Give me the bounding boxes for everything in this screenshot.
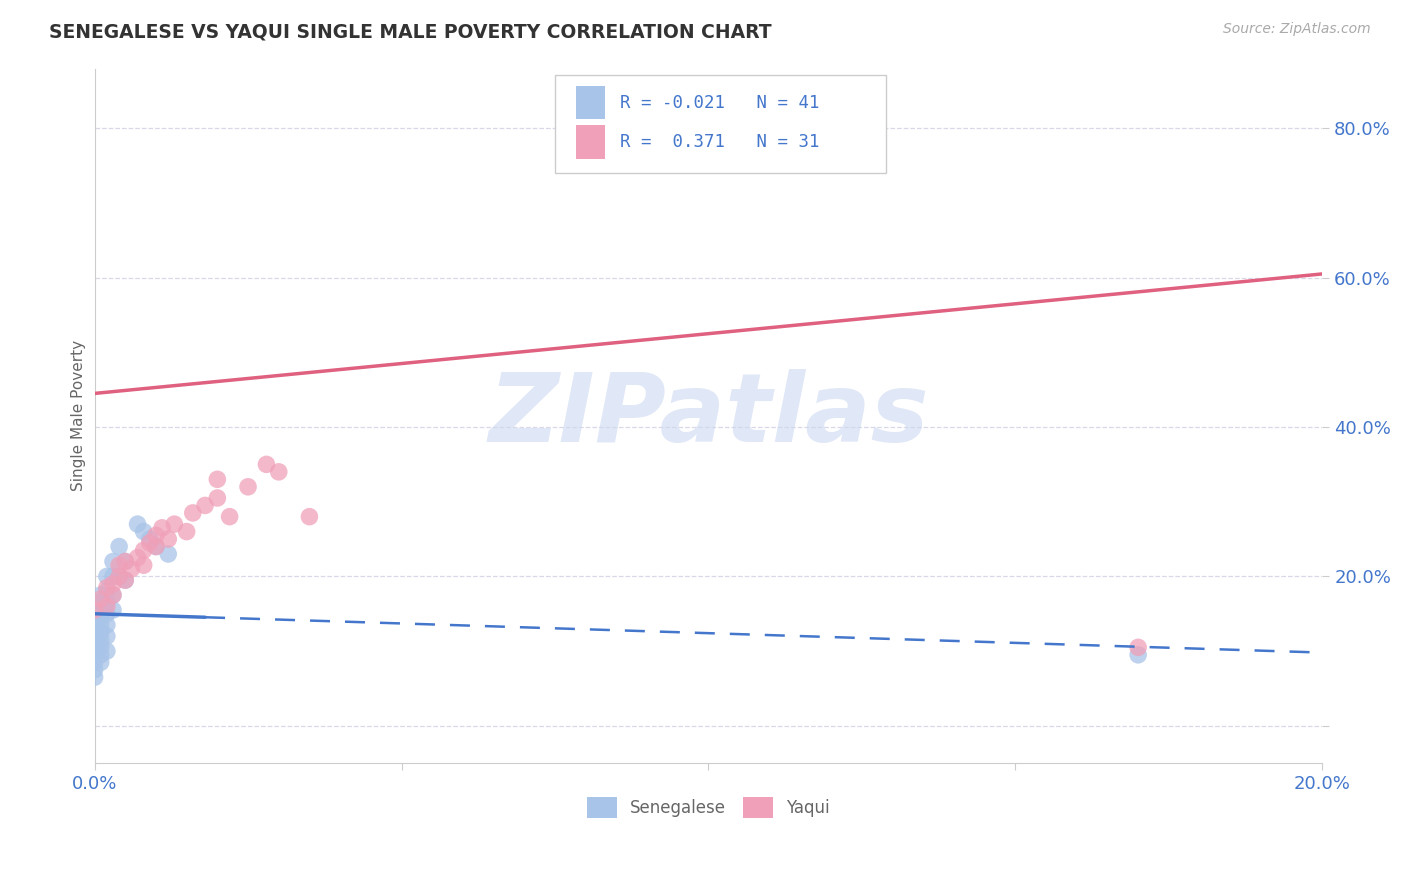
Point: [101, 577, 124, 591]
Point: [96, 629, 118, 643]
Point: [1128, 648, 1150, 662]
Text: ZIPatlas: ZIPatlas: [488, 369, 929, 462]
Point: [139, 536, 162, 550]
Point: [207, 472, 229, 486]
Point: [96, 584, 118, 599]
Point: [90, 640, 112, 655]
Bar: [576, 126, 606, 159]
Point: [96, 596, 118, 610]
Point: [114, 554, 136, 568]
Text: R = -0.021   N = 41: R = -0.021 N = 41: [620, 94, 820, 112]
Point: [120, 562, 142, 576]
Point: [114, 554, 136, 568]
Point: [236, 480, 259, 494]
Point: [83, 603, 105, 617]
Point: [96, 599, 118, 614]
Point: [218, 509, 240, 524]
Point: [83, 663, 105, 677]
Point: [181, 506, 204, 520]
Point: [145, 528, 167, 542]
Point: [96, 618, 118, 632]
Point: [83, 655, 105, 669]
Y-axis label: Single Male Poverty: Single Male Poverty: [72, 340, 86, 491]
Point: [145, 540, 167, 554]
Point: [83, 632, 105, 647]
Point: [101, 569, 124, 583]
Point: [1128, 640, 1150, 655]
Point: [90, 632, 112, 647]
Point: [132, 524, 155, 539]
Point: [207, 491, 229, 505]
Legend: Senegalese, Yaqui: Senegalese, Yaqui: [581, 790, 837, 824]
Point: [157, 532, 180, 546]
Point: [157, 547, 180, 561]
Point: [108, 558, 131, 573]
Point: [163, 517, 186, 532]
Point: [256, 458, 278, 472]
Point: [145, 540, 167, 554]
Point: [83, 603, 105, 617]
Point: [83, 648, 105, 662]
Point: [298, 509, 321, 524]
Point: [96, 569, 118, 583]
Point: [108, 569, 131, 583]
Point: [139, 532, 162, 546]
Point: [90, 603, 112, 617]
Point: [90, 618, 112, 632]
Point: [90, 648, 112, 662]
Point: [90, 655, 112, 669]
Point: [90, 625, 112, 640]
Point: [108, 540, 131, 554]
Point: [150, 521, 173, 535]
FancyBboxPatch shape: [555, 76, 886, 173]
Point: [267, 465, 290, 479]
Point: [83, 625, 105, 640]
Point: [101, 603, 124, 617]
Point: [127, 550, 149, 565]
Point: [83, 618, 105, 632]
Point: [114, 573, 136, 587]
Point: [114, 573, 136, 587]
Point: [101, 554, 124, 568]
Point: [96, 644, 118, 658]
Point: [132, 558, 155, 573]
Point: [132, 543, 155, 558]
Point: [83, 670, 105, 684]
Text: Source: ZipAtlas.com: Source: ZipAtlas.com: [1223, 22, 1371, 37]
Bar: [576, 86, 606, 120]
Text: R =  0.371   N = 31: R = 0.371 N = 31: [620, 133, 820, 151]
Point: [108, 569, 131, 583]
Point: [176, 524, 198, 539]
Point: [96, 607, 118, 621]
Point: [83, 640, 105, 655]
Point: [90, 588, 112, 602]
Point: [194, 499, 217, 513]
Point: [101, 588, 124, 602]
Point: [90, 610, 112, 624]
Point: [90, 591, 112, 606]
Point: [83, 610, 105, 624]
Point: [96, 581, 118, 595]
Text: SENEGALESE VS YAQUI SINGLE MALE POVERTY CORRELATION CHART: SENEGALESE VS YAQUI SINGLE MALE POVERTY …: [49, 22, 772, 41]
Point: [127, 517, 149, 532]
Point: [90, 596, 112, 610]
Point: [101, 588, 124, 602]
